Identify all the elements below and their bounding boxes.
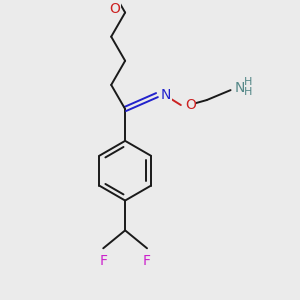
Text: N: N <box>235 81 245 95</box>
Text: O: O <box>185 98 196 112</box>
Text: F: F <box>143 254 151 268</box>
Text: H: H <box>244 77 252 87</box>
Text: H: H <box>244 87 252 97</box>
Text: O: O <box>109 2 120 16</box>
Text: N: N <box>161 88 171 102</box>
Text: F: F <box>99 254 107 268</box>
